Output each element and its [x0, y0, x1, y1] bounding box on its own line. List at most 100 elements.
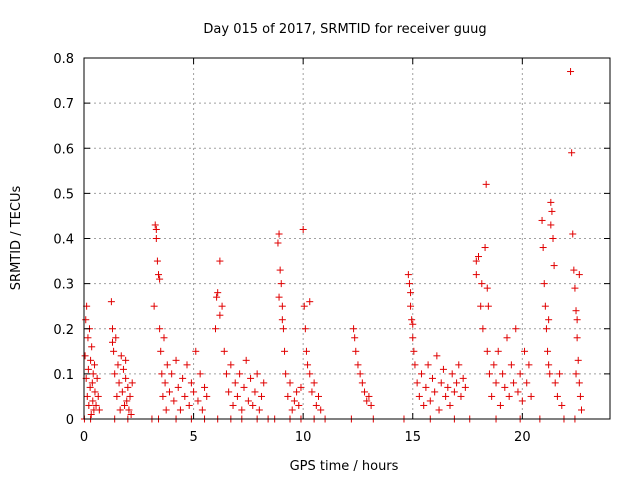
y-tick-label: 0.1: [53, 368, 74, 383]
data-point: [88, 379, 96, 387]
data-point: [124, 383, 132, 391]
data-point: [278, 302, 286, 310]
data-point: [165, 388, 173, 396]
data-point: [281, 347, 289, 355]
data-point: [478, 280, 486, 288]
data-point: [119, 365, 127, 373]
data-point: [152, 225, 160, 233]
data-point: [573, 316, 581, 324]
data-point: [240, 383, 248, 391]
data-point: [176, 406, 184, 414]
data-point: [247, 374, 255, 382]
data-point: [481, 244, 489, 252]
data-points: [80, 68, 586, 423]
data-point: [201, 383, 209, 391]
data-point: [354, 361, 362, 369]
data-point: [84, 334, 92, 342]
data-point: [407, 302, 415, 310]
data-point: [420, 401, 428, 409]
data-point: [198, 406, 206, 414]
data-point: [418, 370, 426, 378]
data-point: [542, 325, 550, 333]
data-point: [365, 392, 373, 400]
data-point: [89, 397, 97, 405]
chart-title: Day 015 of 2017, SRMTID for receiver guu…: [203, 22, 486, 37]
data-point: [108, 325, 116, 333]
data-point: [475, 253, 482, 261]
data-point: [125, 406, 133, 414]
data-point: [431, 388, 439, 396]
data-point: [538, 216, 546, 224]
x-tick-label: 0: [80, 430, 88, 445]
data-point: [114, 361, 122, 369]
data-point: [123, 397, 131, 405]
data-point: [174, 383, 182, 391]
data-point: [196, 370, 204, 378]
data-point: [570, 266, 578, 274]
gridlines: [84, 58, 610, 419]
data-point: [545, 361, 553, 369]
data-point: [484, 302, 492, 310]
y-tick-label: 0.8: [53, 52, 74, 67]
data-point: [295, 401, 303, 409]
data-point: [568, 149, 576, 157]
data-point: [242, 356, 250, 364]
x-tick-label: 20: [514, 430, 531, 445]
data-point: [190, 388, 198, 396]
data-point: [472, 257, 480, 265]
data-point: [85, 401, 93, 409]
data-point: [312, 401, 320, 409]
data-point: [459, 374, 467, 382]
data-point: [277, 280, 285, 288]
data-point: [302, 347, 310, 355]
data-point: [122, 374, 130, 382]
data-point: [569, 230, 577, 238]
data-point: [81, 352, 89, 360]
data-point: [492, 379, 500, 387]
data-point: [422, 383, 430, 391]
data-point: [216, 257, 224, 265]
data-point: [299, 225, 307, 233]
data-point: [115, 379, 123, 387]
data-point: [512, 325, 520, 333]
data-point: [405, 280, 413, 288]
data-point: [461, 383, 469, 391]
data-point: [151, 221, 159, 229]
data-point: [490, 361, 498, 369]
data-point: [404, 271, 412, 279]
data-point: [212, 325, 219, 333]
data-point: [549, 235, 557, 242]
x-tick-label: 5: [189, 430, 197, 445]
data-point: [214, 289, 222, 297]
data-point: [94, 392, 102, 400]
data-point: [472, 271, 480, 279]
data-point: [453, 379, 461, 387]
data-point: [203, 392, 211, 400]
data-point: [231, 379, 239, 387]
data-point: [278, 316, 286, 324]
data-point: [455, 361, 463, 369]
data-point: [301, 325, 309, 333]
data-point: [260, 379, 268, 387]
data-point: [181, 392, 189, 400]
data-point: [286, 379, 294, 387]
data-point: [426, 397, 434, 405]
data-point: [118, 388, 126, 396]
data-point: [170, 397, 178, 405]
data-point: [89, 370, 97, 378]
data-point: [413, 379, 421, 387]
data-point: [483, 347, 491, 355]
x-tick-labels: 0 5 10 15 20: [80, 430, 531, 445]
data-point: [578, 406, 586, 414]
data-point: [156, 275, 164, 283]
data-point: [551, 379, 559, 387]
data-point: [84, 365, 92, 373]
data-point: [88, 343, 96, 351]
data-point: [548, 207, 556, 215]
data-point: [575, 271, 583, 279]
data-point: [107, 298, 115, 306]
data-point: [216, 311, 224, 319]
data-point: [444, 383, 452, 391]
data-point: [304, 361, 312, 369]
data-point: [194, 397, 202, 405]
